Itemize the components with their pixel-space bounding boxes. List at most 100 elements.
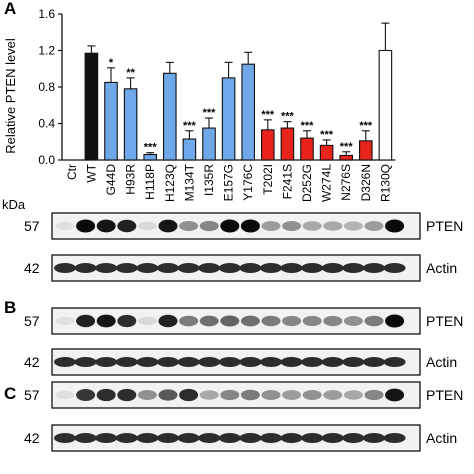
bar-d326n: [358, 140, 373, 161]
blot-band: [95, 357, 118, 367]
molecular-weight-label: 57: [24, 218, 40, 234]
bar-i135r: [202, 127, 216, 161]
bar-wt: [84, 52, 99, 161]
blot-band: [385, 388, 405, 402]
blot-band: [301, 357, 324, 367]
blot-band: [199, 390, 219, 400]
blot-band: [95, 433, 118, 443]
protein-label: PTEN: [426, 313, 463, 329]
blot-band: [321, 263, 344, 273]
blot-band: [115, 433, 138, 443]
blot-band: [363, 433, 385, 443]
significance-marker: ***: [301, 120, 315, 132]
x-tick-label: G44D: [104, 164, 118, 196]
bar-w274l: [319, 144, 334, 161]
blot-band: [260, 263, 282, 273]
x-tick-label: E157G: [222, 164, 236, 201]
blot-band: [240, 219, 260, 233]
protein-label: Actin: [426, 354, 457, 370]
significance-marker: ***: [183, 120, 197, 132]
bar-e157g: [221, 77, 236, 161]
blot-band: [115, 357, 138, 367]
blot-band: [179, 388, 199, 402]
blot-band: [220, 389, 240, 401]
panel-label-a: A: [4, 0, 16, 18]
blot-band: [157, 357, 179, 367]
blot-band: [323, 221, 343, 231]
blot-band: [54, 433, 76, 443]
blot-band: [321, 433, 344, 443]
bar-d252g: [300, 137, 314, 161]
significance-marker: **: [126, 67, 135, 79]
blot-band: [117, 314, 137, 328]
x-tick-label: D326N: [359, 164, 373, 201]
x-tick-label: T202I: [261, 164, 275, 195]
blot-band: [282, 315, 302, 327]
blot-band: [179, 315, 199, 327]
x-tick-label: N276S: [339, 164, 353, 201]
blot-band: [261, 390, 281, 400]
protein-label: Actin: [426, 260, 457, 276]
blot-band: [76, 389, 96, 401]
blot-band: [157, 433, 179, 443]
protein-label: PTEN: [426, 387, 463, 403]
blot-band: [280, 433, 303, 443]
y-tick-label: 0.8: [38, 80, 55, 94]
significance-marker: ***: [144, 142, 158, 154]
blot-band: [157, 263, 179, 273]
blot-band: [198, 433, 221, 443]
blot-band: [96, 388, 116, 402]
blot-band: [220, 219, 240, 233]
x-tick-label: WT: [84, 163, 98, 182]
blot-band: [55, 316, 75, 326]
x-tick-label: Y176C: [241, 164, 255, 201]
blot-band: [95, 263, 118, 273]
x-tick-label: W274L: [320, 164, 334, 202]
blot-band: [260, 433, 282, 443]
x-tick-label: I135R: [202, 164, 216, 196]
blot-band: [74, 263, 97, 273]
blot-band: [364, 315, 384, 327]
protein-label: Actin: [426, 430, 457, 446]
bar-r130q: [378, 49, 393, 161]
x-tick-label: H118P: [143, 164, 157, 200]
x-tick-label: R130Q: [378, 164, 392, 202]
blot-band: [54, 263, 76, 273]
blot-band: [55, 390, 75, 400]
bar-n276s: [339, 154, 354, 161]
blot-band: [302, 390, 322, 400]
blot-band: [199, 220, 219, 232]
protein-label: PTEN: [426, 218, 463, 234]
significance-marker: ***: [281, 111, 295, 123]
x-tick-label: F241S: [280, 164, 294, 199]
blot-band: [96, 219, 116, 233]
blot-band: [218, 433, 241, 443]
blot-band: [179, 221, 199, 231]
bar-h123q: [163, 72, 177, 161]
blot-band: [239, 357, 262, 367]
blot-band: [136, 433, 159, 443]
panel-label-c: C: [4, 384, 16, 403]
significance-marker: ***: [340, 141, 354, 153]
blot-band: [136, 357, 159, 367]
blot-band: [74, 357, 97, 367]
blot-band: [220, 315, 240, 327]
blot-band: [321, 357, 344, 367]
blot-band: [76, 314, 96, 328]
x-tick-label: D252G: [300, 164, 314, 202]
blot-band: [280, 357, 303, 367]
blot-band: [158, 314, 178, 328]
blot-band: [343, 390, 363, 400]
blot-band: [343, 316, 363, 326]
significance-marker: ***: [261, 109, 275, 121]
x-tick-label: H123Q: [163, 164, 177, 202]
blot-band: [301, 263, 324, 273]
blot-panel-c: C 57 PTEN 42 Actin: [4, 381, 463, 452]
blot-band: [240, 389, 260, 401]
panel-a-chart: A Relative PTEN level 0.00.40.81.21.6 **…: [3, 0, 396, 202]
blot-band: [74, 433, 97, 443]
blot-band: [302, 221, 322, 231]
panel-label-b: B: [4, 298, 16, 317]
blot-band: [301, 433, 324, 443]
blot-band: [342, 263, 365, 273]
